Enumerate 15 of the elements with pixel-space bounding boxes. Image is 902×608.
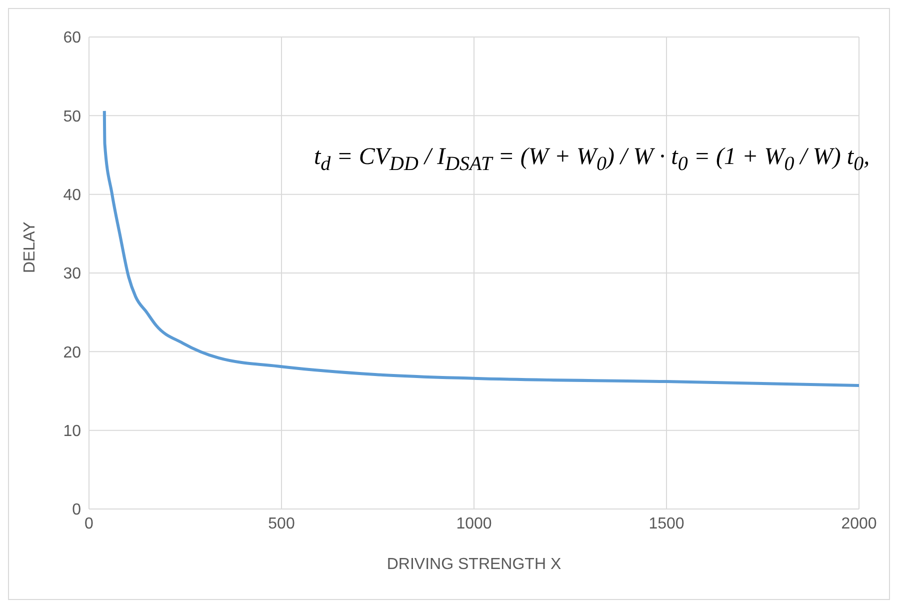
x-axis-title: DRIVING STRENGTH X <box>386 556 562 573</box>
y-tick-label: 50 <box>63 108 82 126</box>
x-tick-label: 0 <box>84 515 94 532</box>
x-tick-label: 500 <box>268 515 295 532</box>
text: t$_{d}$ = CV$_{DD}$ / I$_{DSAT}$ = (W + W$_{0}$) / W · t$_{0}$ = (1 + W$_{0}$ / W) t$_{0}$, <box>314 144 870 175</box>
y-tick-label: 0 <box>72 502 82 519</box>
y-tick-label: 10 <box>63 423 82 440</box>
y-tick-label: 40 <box>63 187 82 204</box>
x-tick-label: 1500 <box>648 515 684 532</box>
y-axis-title: DELAY <box>22 221 39 273</box>
y-tick-label: 30 <box>63 266 82 283</box>
y-tick-label: 60 <box>63 30 82 47</box>
y-tick-label: 20 <box>63 344 82 362</box>
x-tick-label: 2000 <box>841 515 877 532</box>
x-tick-label: 1000 <box>456 515 492 532</box>
